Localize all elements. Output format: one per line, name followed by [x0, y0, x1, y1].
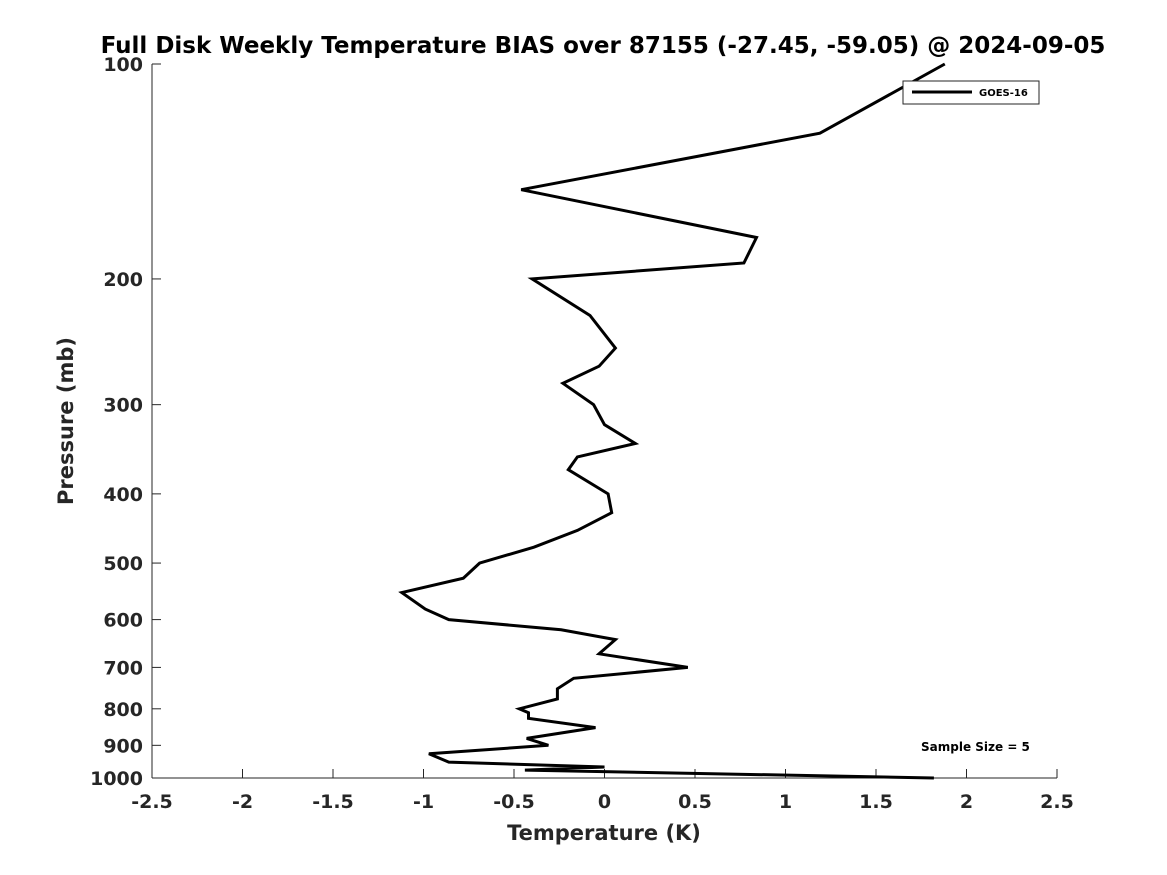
x-axis-label: Temperature (K) [507, 821, 701, 845]
series-line-goes-16 [398, 62, 946, 780]
x-tick-label: 1.5 [859, 791, 893, 813]
x-tick-label: 2 [960, 791, 973, 813]
y-tick-label: 400 [103, 484, 143, 506]
y-axis-ticks: 100 200 300 400 500 600 700 800 900 1000 [90, 54, 161, 790]
x-tick-label: -2 [232, 791, 253, 813]
legend-label: GOES-16 [979, 88, 1028, 99]
y-tick-label: 600 [103, 610, 143, 632]
y-tick-label: 200 [103, 269, 143, 291]
x-tick-label: 0.5 [678, 791, 712, 813]
y-tick-label: 700 [103, 657, 143, 679]
x-tick-label: -1 [413, 791, 434, 813]
x-tick-label: -0.5 [493, 791, 535, 813]
x-axis-ticks: -2.5 -2 -1.5 -1 -0.5 0 0.5 1 1.5 2 2.5 [131, 769, 1074, 813]
chart-title: Full Disk Weekly Temperature BIAS over 8… [101, 33, 1106, 59]
x-tick-label: 1 [779, 791, 792, 813]
plot-axes [151, 64, 1057, 779]
legend: GOES-16 [902, 80, 1040, 105]
y-tick-label: 800 [103, 699, 143, 721]
x-tick-label: 2.5 [1040, 791, 1074, 813]
x-tick-label: -2.5 [131, 791, 173, 813]
y-tick-label: 100 [103, 54, 143, 76]
y-tick-label: 900 [103, 735, 143, 757]
sample-size-annotation: Sample Size = 5 [921, 740, 1030, 754]
y-tick-label: 500 [103, 553, 143, 575]
x-tick-label: 0 [598, 791, 611, 813]
y-tick-label: 1000 [90, 768, 143, 790]
x-tick-label: -1.5 [312, 791, 354, 813]
y-axis-label: Pressure (mb) [54, 337, 78, 505]
y-tick-label: 300 [103, 395, 143, 417]
